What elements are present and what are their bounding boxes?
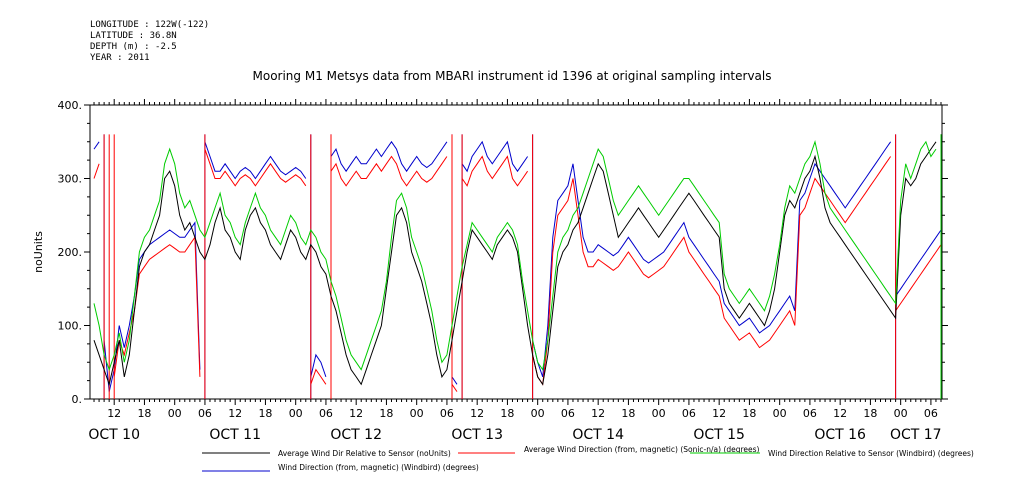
y-tick-label: 400. (58, 99, 83, 112)
x-hour-label: 18 (379, 407, 393, 420)
x-hour-label: 00 (773, 407, 787, 420)
x-hour-label: 06 (682, 407, 696, 420)
x-date-label: OCT 15 (693, 427, 745, 443)
series-line-3 (93, 134, 942, 399)
y-tick-label: 300. (58, 173, 83, 186)
x-hour-label: 18 (258, 407, 272, 420)
x-hour-label: 18 (621, 407, 635, 420)
series-line-0 (93, 134, 942, 399)
x-date-label: OCT 17 (890, 427, 942, 443)
x-hour-label: 00 (168, 407, 182, 420)
x-hour-label: 12 (349, 407, 363, 420)
series-line-2 (93, 134, 942, 399)
x-hour-label: 06 (319, 407, 333, 420)
legend: Average Wind Dir Relative to Sensor (noU… (202, 445, 974, 472)
year-line: YEAR : 2011 (90, 53, 150, 63)
legend-label-2: Wind Direction Relative to Sensor (Windb… (768, 449, 974, 458)
plot-area: 0. 100. 200. 300. 400. 12 18 00 06 12 18 00 06 12 18 00… (58, 99, 948, 443)
x-hour-label: 18 (137, 407, 151, 420)
legend-label-0: Average Wind Dir Relative to Sensor (noU… (278, 449, 451, 458)
x-date-label: OCT 11 (209, 427, 261, 443)
metadata-block: LONGITUDE : 122W(-122) LATITUDE : 36.8N … (90, 20, 209, 64)
longitude-line: LONGITUDE : 122W(-122) (90, 20, 210, 30)
x-hour-label: 12 (107, 407, 121, 420)
x-hour-label: 12 (591, 407, 605, 420)
plot-frame (89, 104, 943, 400)
depth-line: DEPTH (m) : -2.5 (90, 42, 177, 52)
x-date-label: OCT 12 (330, 427, 382, 443)
x-hour-label: 00 (289, 407, 303, 420)
latitude-line: LATITUDE : 36.8N (90, 31, 177, 41)
x-hour-label: 18 (742, 407, 756, 420)
x-hour-label: 06 (924, 407, 938, 420)
x-hour-label: 18 (863, 407, 877, 420)
legend-label-3: Wind Direction (from, magnetic) (Windbir… (278, 463, 479, 472)
x-date-label: OCT 13 (451, 427, 503, 443)
x-hour-label: 12 (470, 407, 484, 420)
x-hour-label: 12 (833, 407, 847, 420)
chart-title: Mooring M1 Metsys data from MBARI instru… (253, 69, 772, 83)
x-date-label: OCT 10 (88, 427, 140, 443)
x-hour-label: 00 (894, 407, 908, 420)
series-line-1 (93, 134, 942, 399)
x-hour-label: 06 (803, 407, 817, 420)
x-hour-label: 06 (198, 407, 212, 420)
y-tick-label: 0. (72, 393, 83, 406)
x-hour-label: 06 (561, 407, 575, 420)
legend-label-1: Average Wind Direction (from, magnetic) … (524, 445, 760, 454)
x-date-label: OCT 14 (572, 427, 624, 443)
x-hour-label: 00 (531, 407, 545, 420)
x-hour-label: 06 (440, 407, 454, 420)
x-date-label: OCT 16 (814, 427, 866, 443)
x-hour-label: 00 (410, 407, 424, 420)
y-tick-label: 100. (58, 320, 83, 333)
x-hour-label: 12 (712, 407, 726, 420)
x-hour-label: 18 (500, 407, 514, 420)
x-hour-label: 12 (228, 407, 242, 420)
y-axis-label: noUnits (32, 231, 45, 273)
y-tick-label: 200. (58, 246, 83, 259)
x-hour-label: 00 (652, 407, 666, 420)
